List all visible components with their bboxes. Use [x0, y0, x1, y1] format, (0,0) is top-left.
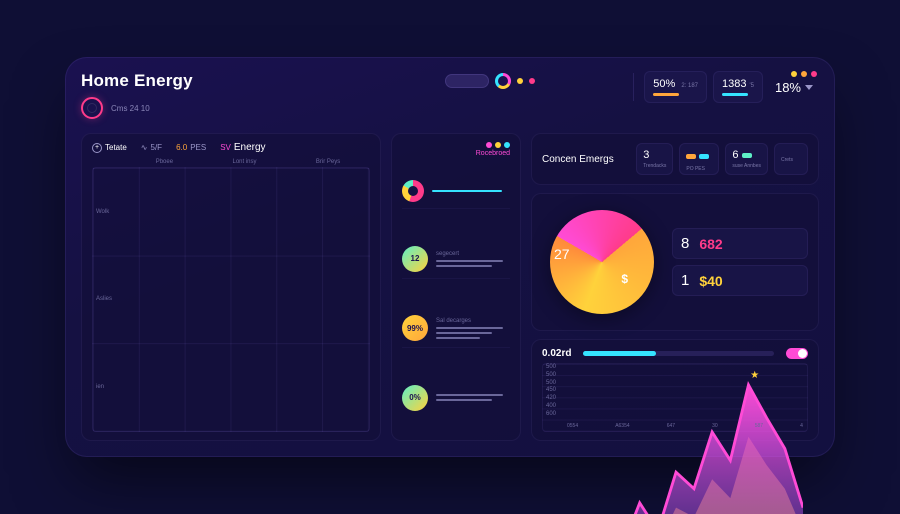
- summary-card[interactable]: 3Trendacks: [636, 143, 673, 175]
- progress-track[interactable]: [583, 351, 774, 356]
- stat-1-sub: 2: 187: [681, 83, 698, 89]
- summary-card[interactable]: Crets: [774, 143, 808, 175]
- kpi-card[interactable]: 1 $40: [672, 265, 808, 296]
- metric-row[interactable]: 12 segecert: [402, 240, 510, 279]
- summary-card[interactable]: PO PES: [679, 143, 719, 175]
- tab-label: PES: [190, 143, 206, 152]
- tab-pes[interactable]: 6.0 PES: [176, 143, 206, 152]
- col-head: Lont insy: [232, 159, 256, 165]
- tab-label: Energy: [234, 142, 266, 153]
- area-title: 0.02rd: [542, 348, 571, 359]
- stat-1-value: 50%: [653, 79, 675, 90]
- metric-row[interactable]: [402, 174, 510, 209]
- summary-cards: 3TrendacksPO PES6 suse AnnbesCrets: [636, 143, 808, 175]
- col-head: Brir Peys: [316, 159, 340, 165]
- pie-chart: 27 $: [542, 202, 662, 322]
- tab-label: 5/F: [151, 143, 163, 152]
- gauge-ring-icon: [81, 97, 103, 119]
- plus-icon: +: [92, 143, 102, 153]
- spectrum-ring-icon: [495, 73, 511, 89]
- metric-bubble: 99%: [402, 315, 428, 341]
- percent-dropdown[interactable]: 18%: [769, 80, 819, 95]
- stat-2-value: 1383: [722, 79, 746, 90]
- legend-dot: [486, 142, 492, 148]
- header: Home Energy Cms 24 10 50% 2: 187 1383 '5: [81, 71, 819, 127]
- metric-row[interactable]: 0%: [402, 379, 510, 417]
- tab-5f[interactable]: ∿ 5/F: [141, 143, 162, 152]
- legend-dot: [504, 142, 510, 148]
- area-chart-panel: 0.02rd 500500500450420400600 0554A635464…: [531, 339, 819, 441]
- toggle-switch[interactable]: [786, 348, 808, 359]
- metrics-panel: Rocebroed 12 segecert 99% Sal decarges 0%: [391, 133, 521, 441]
- chevron-down-icon: [805, 85, 813, 90]
- area-svg: [567, 366, 803, 514]
- kpi-card[interactable]: 8 682: [672, 228, 808, 259]
- progress-fill: [583, 351, 655, 356]
- bar-container: [93, 168, 369, 431]
- pie-value: 27: [554, 246, 570, 262]
- tab-sv: SV: [220, 143, 231, 152]
- star-icon: ★: [750, 370, 759, 381]
- chart-tabs: + Tetate ∿ 5/F 6.0 PES SV Energy: [92, 142, 370, 153]
- traffic-lights: [791, 71, 817, 77]
- app-title: Home Energy: [81, 71, 261, 91]
- spark-icon: ∿: [141, 143, 148, 152]
- divider: [633, 73, 634, 101]
- metrics-head: Rocebroed: [402, 150, 510, 157]
- dollar-icon: $: [621, 272, 628, 286]
- right-title: Concen Emergs: [542, 154, 614, 165]
- light-dot: [801, 71, 807, 77]
- light-dot: [791, 71, 797, 77]
- kpi-value: $40: [699, 273, 722, 289]
- metric-lines: segecert: [436, 251, 510, 267]
- percent-value: 18%: [775, 80, 801, 95]
- stat-2-sub: '5: [749, 83, 753, 89]
- stat-card-2[interactable]: 1383 '5: [713, 71, 763, 103]
- x-axis: 0554A6354647305874: [567, 423, 803, 429]
- toggle-pill[interactable]: [445, 74, 489, 88]
- y-axis: 500500500450420400600: [546, 364, 556, 417]
- header-subtext: Cms 24 10: [111, 104, 150, 113]
- metric-bubble: 12: [402, 246, 428, 272]
- pie-kpi-panel: 27 $ 8 682 1 $40: [531, 193, 819, 331]
- light-dot: [811, 71, 817, 77]
- summary-card[interactable]: 6 suse Annbes: [725, 143, 768, 175]
- stat-2-bar: [722, 93, 748, 96]
- col-head: Pboee: [156, 159, 173, 165]
- bar-chart-panel: + Tetate ∿ 5/F 6.0 PES SV Energy Pboee: [81, 133, 381, 441]
- tab-num: 6.0: [176, 143, 187, 152]
- kpi-value: 682: [699, 236, 722, 252]
- kpi-index: 1: [681, 272, 689, 289]
- right-column: Concen Emergs 3TrendacksPO PES6 suse Ann…: [531, 133, 819, 441]
- tab-label: Tetate: [105, 143, 127, 152]
- kpi-list: 8 682 1 $40: [672, 202, 808, 322]
- kpi-index: 8: [681, 235, 689, 252]
- right-header-panel: Concen Emergs 3TrendacksPO PES6 suse Ann…: [531, 133, 819, 185]
- bar-chart: Wolk Aslies ien: [92, 167, 370, 432]
- metric-lines: Sal decarges: [436, 318, 510, 339]
- metric-lines: [432, 190, 510, 192]
- metric-lines: [436, 394, 510, 401]
- tab-tetate[interactable]: + Tetate: [92, 143, 127, 153]
- stat-card-1[interactable]: 50% 2: 187: [644, 71, 707, 103]
- metric-bubble: 0%: [402, 385, 428, 411]
- legend-dot: [495, 142, 501, 148]
- donut-icon: [402, 180, 424, 202]
- status-dot: [517, 78, 523, 84]
- stat-1-bar: [653, 93, 679, 96]
- status-dot: [529, 78, 535, 84]
- metrics-rows: 12 segecert 99% Sal decarges 0%: [402, 159, 510, 432]
- tab-energy[interactable]: SV Energy: [220, 142, 265, 153]
- area-chart: 500500500450420400600 0554A6354647305874…: [542, 363, 808, 432]
- metric-row[interactable]: 99% Sal decarges: [402, 309, 510, 348]
- dashboard-board: Home Energy Cms 24 10 50% 2: 187 1383 '5: [65, 57, 835, 457]
